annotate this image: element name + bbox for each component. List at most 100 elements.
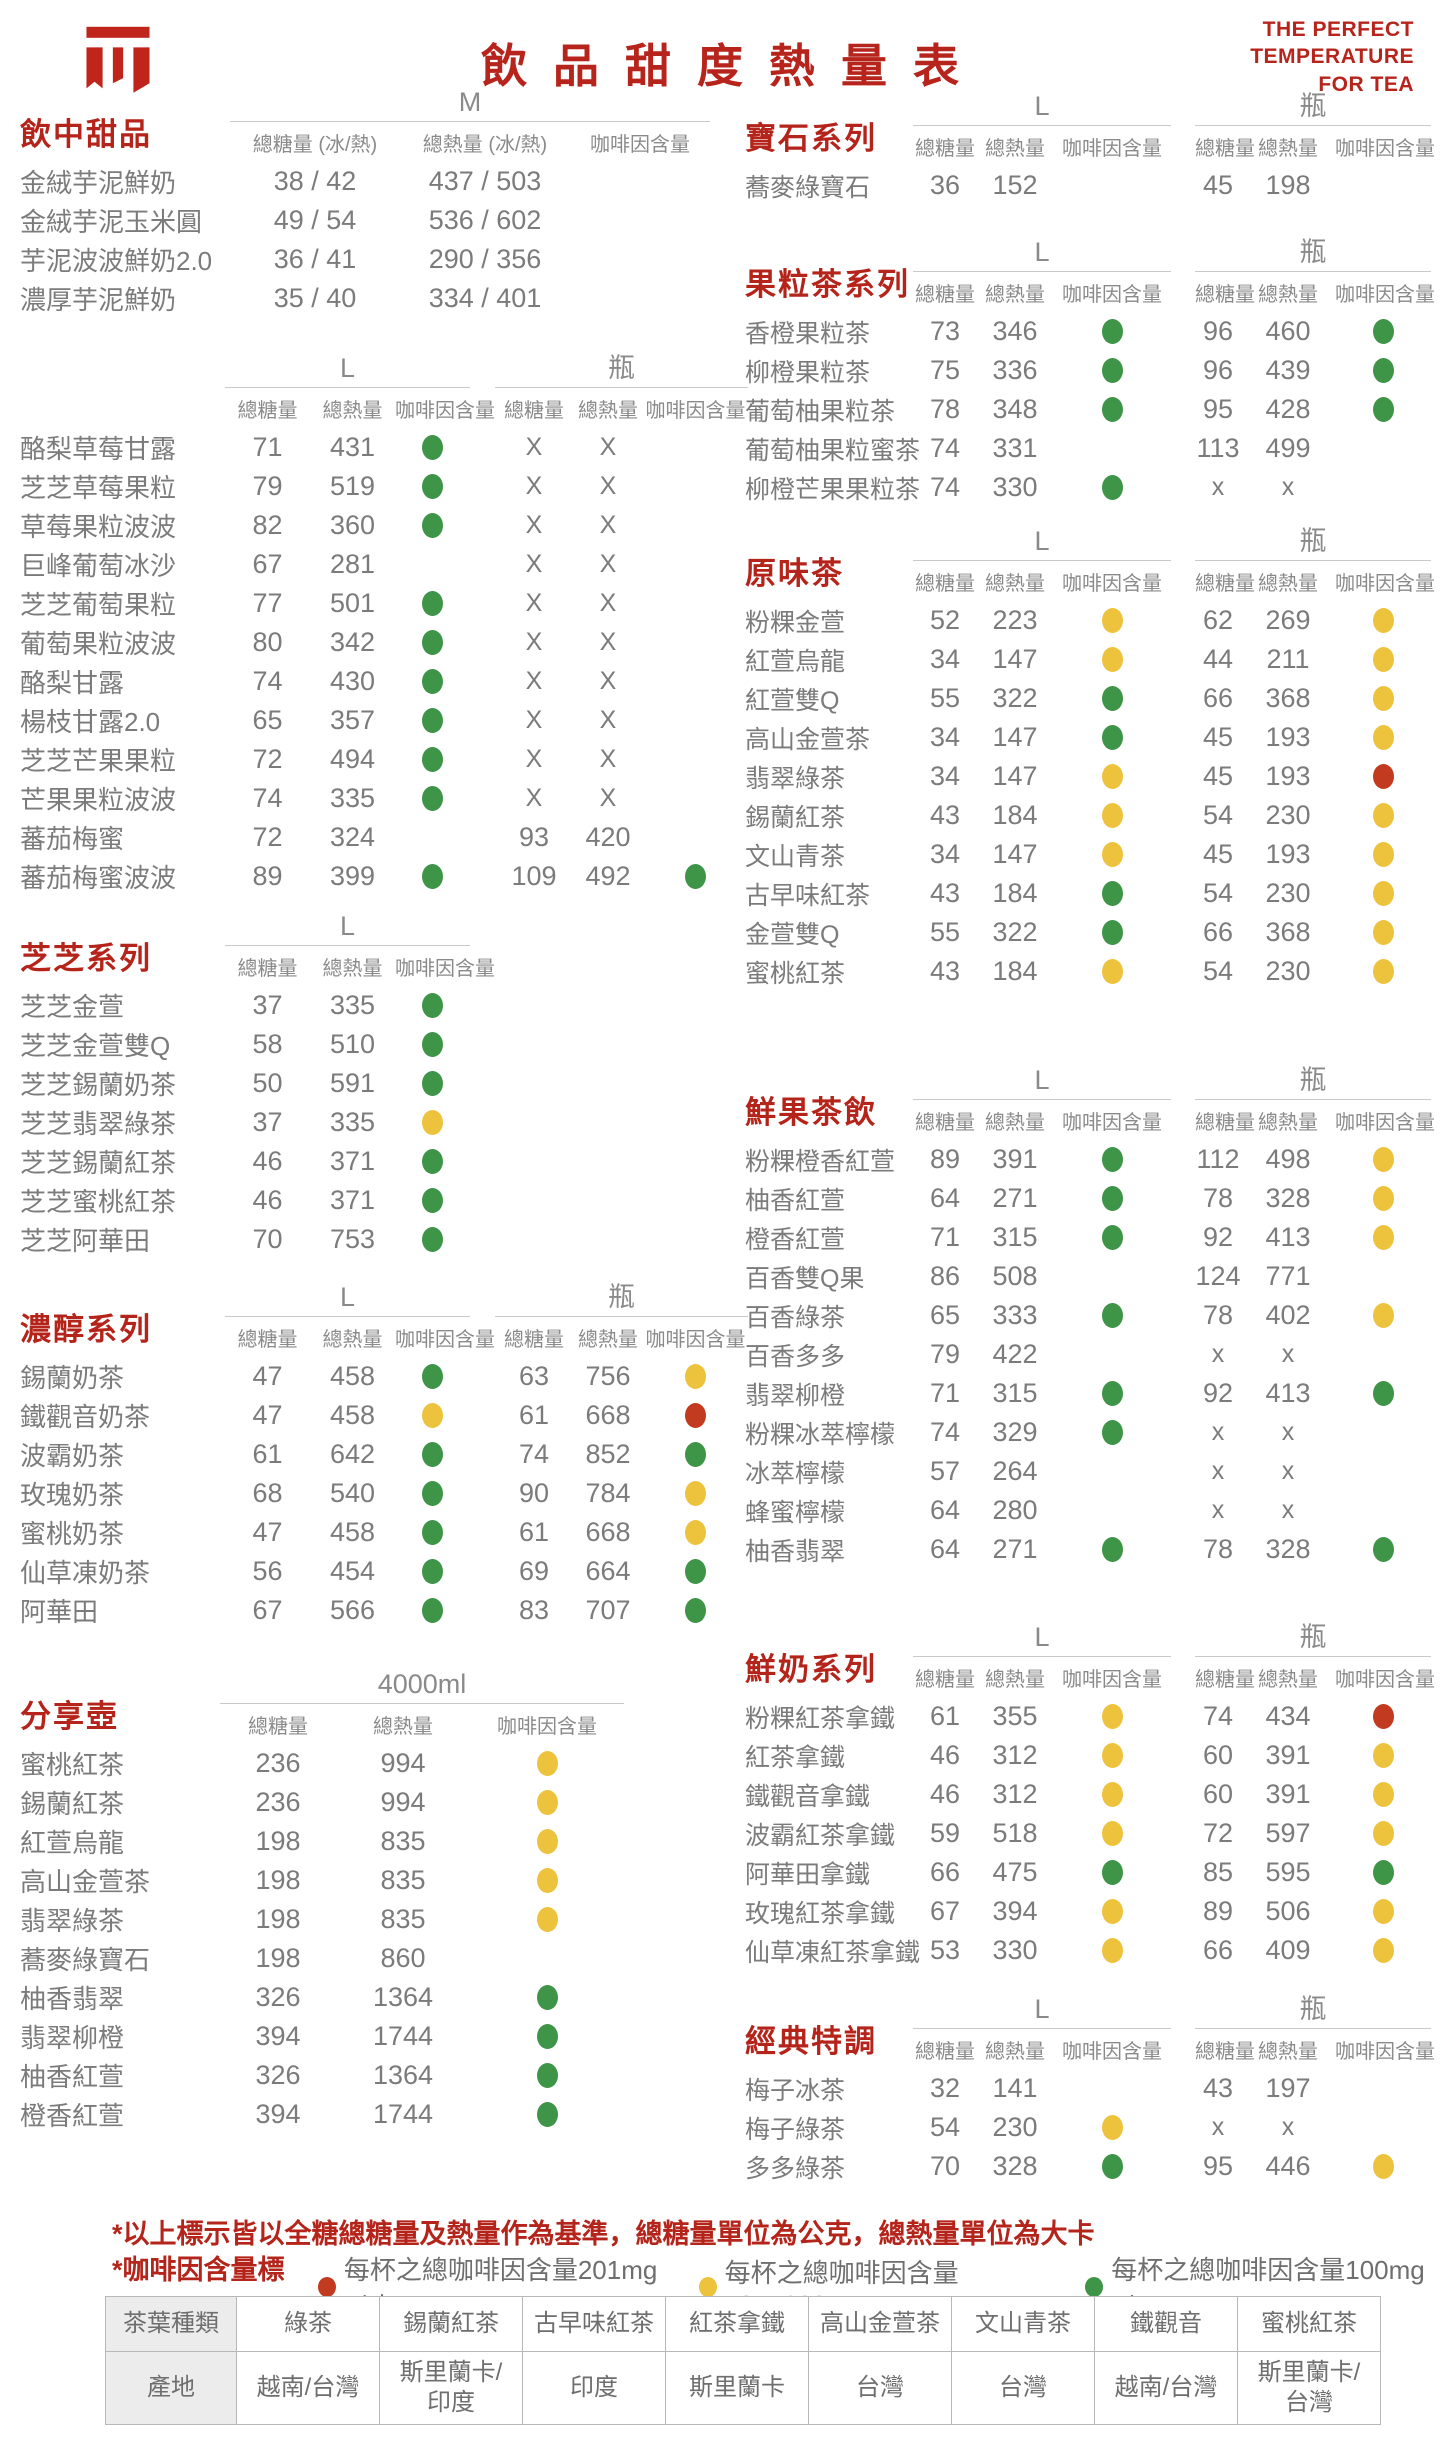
caffeine-cell	[395, 740, 470, 779]
caffeine-dot-green-icon	[422, 1598, 443, 1623]
drink-name: 芝芝錫蘭紅茶	[20, 1148, 177, 1178]
column-header: 咖啡因含量	[590, 133, 690, 156]
not-available-mark: X	[599, 706, 617, 734]
sugar-value: 80	[252, 627, 283, 657]
menu-section: 原味茶 L 總糖量 總熱量 咖啡因含量瓶總糖量 總熱量 咖啡因含量 粉粿金萱 52 223 62 26…	[745, 527, 1437, 991]
caffeine-dot-yellow-icon	[1101, 764, 1123, 789]
calories-value: 315	[992, 1222, 1038, 1252]
caffeine-cell	[1335, 2147, 1431, 2186]
sugar-value: 92	[1202, 1222, 1234, 1252]
column-header: 咖啡因含量	[1335, 1668, 1435, 1691]
not-available-mark: X	[599, 628, 617, 656]
calories-value: 147	[992, 644, 1038, 674]
column-header: 咖啡因含量	[1062, 2040, 1162, 2063]
legend-dot-red-icon	[317, 2277, 336, 2297]
section-title: 鮮奶系列	[745, 1652, 877, 1688]
caffeine-dot-yellow-icon	[1101, 803, 1123, 828]
sugar-value: 50	[252, 1068, 283, 1098]
origin-cell: 台灣	[809, 2352, 951, 2424]
origin-cell: 斯里蘭卡/台灣	[1238, 2352, 1380, 2424]
caffeine-cell	[395, 1357, 470, 1396]
drink-name: 蜜桃奶茶	[20, 1519, 125, 1549]
sugar-value: 43	[929, 878, 961, 908]
sugar-value: 86	[929, 1261, 961, 1291]
column-header: 總熱量 (冰/熱)	[422, 133, 548, 156]
legend-dot-yellow-icon	[698, 2277, 717, 2297]
caffeine-cell	[1053, 390, 1171, 429]
calories-value: 413	[1265, 1378, 1311, 1408]
caffeine-dot-green-icon	[1101, 725, 1123, 750]
drink-name: 橙香紅萱	[745, 1225, 846, 1254]
sugar-value: 60	[1202, 1779, 1234, 1809]
caffeine-cell	[1053, 796, 1171, 835]
column-header: 總糖量 (冰/熱)	[252, 133, 378, 156]
section-title: 飲中甜品	[20, 117, 152, 153]
size-label: 瓶	[1195, 527, 1431, 561]
sugar-value: 89	[929, 1144, 961, 1174]
sugar-value: 55	[929, 683, 961, 713]
caffeine-cell	[1335, 312, 1431, 351]
caffeine-cell	[395, 662, 470, 701]
caffeine-dot-yellow-icon	[536, 1868, 558, 1893]
column-header: 總熱量	[578, 1328, 638, 1351]
sugar-value: 35 / 40	[273, 283, 357, 313]
caffeine-dot-yellow-icon	[1101, 1899, 1123, 1924]
calories-value: 506	[1265, 1896, 1311, 1926]
caffeine-dot-green-icon	[1101, 1537, 1123, 1562]
sugar-value: 43	[929, 800, 961, 830]
calories-value: 399	[329, 861, 376, 891]
menu-section: 鮮果茶飲 L 總糖量 總熱量 咖啡因含量瓶總糖量 總熱量 咖啡因含量 粉粿橙香紅萱 89 391 1…	[745, 1066, 1437, 1569]
sugar-value: 46	[929, 1740, 961, 1770]
calories-value: 1744	[372, 2021, 434, 2051]
sugar-value: 74	[929, 433, 961, 463]
column-header: 總熱量	[985, 283, 1045, 306]
caffeine-cell	[470, 1822, 624, 1861]
calories-value: 290 / 356	[428, 244, 542, 274]
calories-value: 368	[1265, 683, 1311, 713]
not-available-mark: X	[599, 472, 617, 500]
size-label: M	[230, 88, 710, 122]
caffeine-dot-yellow-icon	[422, 1403, 443, 1428]
caffeine-dot-yellow-icon	[1101, 647, 1123, 672]
sugar-value: 236	[255, 1748, 301, 1778]
caffeine-cell	[395, 506, 470, 545]
calories-value: 1364	[372, 1982, 434, 2012]
column-header: 咖啡因含量	[1062, 137, 1162, 160]
sugar-value: 78	[1202, 1534, 1234, 1564]
sugar-value: 326	[255, 2060, 301, 2090]
caffeine-dot-yellow-icon	[1372, 1303, 1394, 1328]
caffeine-dot-yellow-icon	[1372, 1938, 1394, 1963]
caffeine-cell	[395, 1064, 470, 1103]
calories-value: 454	[329, 1556, 376, 1586]
size-label: L	[913, 1623, 1171, 1657]
drink-name: 柚香翡翠	[20, 1984, 125, 2014]
origin-row-header: 產地	[106, 2352, 236, 2424]
caffeine-cell	[1335, 1179, 1431, 1218]
sugar-value: 47	[252, 1517, 283, 1547]
calories-value: 193	[1265, 722, 1311, 752]
sugar-value: 64	[929, 1495, 961, 1525]
caffeine-dot-yellow-icon	[1372, 1225, 1394, 1250]
calories-value: 492	[585, 861, 631, 891]
drink-name: 柳橙芒果果粒茶	[745, 475, 921, 504]
caffeine-cell	[1335, 913, 1431, 952]
caffeine-cell	[1053, 1140, 1171, 1179]
sugar-value: 49 / 54	[273, 205, 357, 235]
caffeine-dot-green-icon	[422, 474, 443, 499]
caffeine-cell	[1053, 1814, 1171, 1853]
calories-value: 519	[329, 471, 376, 501]
sugar-value: 54	[1202, 956, 1234, 986]
column-header: 總糖量	[1195, 1668, 1255, 1691]
caffeine-dot-green-icon	[422, 1520, 443, 1545]
caffeine-dot-yellow-icon	[1101, 1938, 1123, 1963]
drink-name: 芝芝蜜桃紅茶	[20, 1187, 177, 1217]
calories-value: 994	[380, 1787, 426, 1817]
section-title: 原味茶	[745, 556, 844, 592]
not-available-mark: X	[525, 667, 543, 695]
calories-value: 324	[329, 822, 376, 852]
calories-value: 197	[1265, 2073, 1311, 2103]
caffeine-dot-green-icon	[422, 1559, 443, 1584]
calories-value: 330	[992, 472, 1038, 502]
sugar-value: 74	[929, 1417, 961, 1447]
origin-cell: 紅茶拿鐵	[666, 2297, 808, 2351]
